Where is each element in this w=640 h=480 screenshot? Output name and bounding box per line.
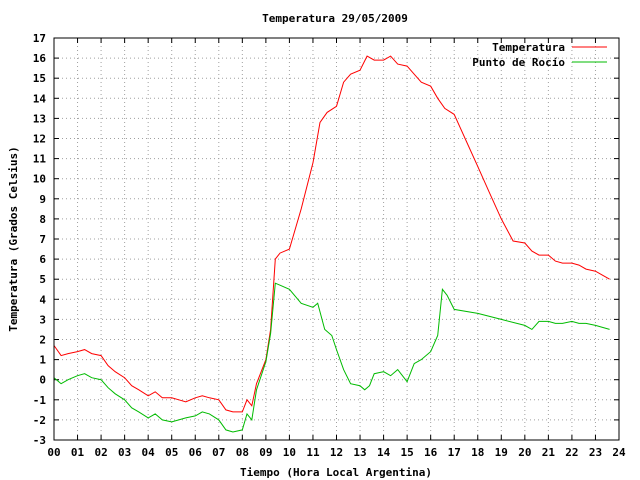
y-tick-label: 13 <box>33 112 46 125</box>
legend-label: Temperatura <box>492 41 565 54</box>
x-tick-label: 00 <box>47 446 60 459</box>
y-tick-label: 10 <box>33 173 46 186</box>
y-tick-label: 9 <box>39 193 46 206</box>
x-tick-label: 09 <box>259 446 272 459</box>
y-tick-label: 16 <box>33 52 47 65</box>
x-tick-label: 02 <box>94 446 107 459</box>
y-tick-label: 5 <box>39 273 46 286</box>
x-tick-label: 06 <box>189 446 203 459</box>
x-tick-label: 22 <box>565 446 578 459</box>
y-tick-label: 12 <box>33 133 46 146</box>
x-tick-label: 12 <box>330 446 343 459</box>
y-tick-label: 1 <box>39 354 46 367</box>
y-tick-label: 17 <box>33 32 46 45</box>
x-tick-label: 15 <box>401 446 414 459</box>
x-axis-label: Tiempo (Hora Local Argentina) <box>240 466 432 479</box>
x-tick-label: 14 <box>377 446 391 459</box>
y-tick-label: 15 <box>33 72 46 85</box>
x-tick-label: 21 <box>542 446 556 459</box>
x-axis-ticks: 00 01 02 03 04 05 06 07 08 09 10 11 12 13 14 15 16 17 18 19… <box>47 38 626 459</box>
grid-lines <box>54 38 619 440</box>
y-tick-label: 6 <box>39 253 46 266</box>
x-tick-label: 08 <box>236 446 249 459</box>
x-tick-label: 10 <box>283 446 296 459</box>
y-tick-label: 3 <box>39 313 46 326</box>
x-tick-label: 24 <box>612 446 626 459</box>
x-tick-label: 17 <box>448 446 461 459</box>
legend-label: Punto de Rocío <box>472 56 565 69</box>
x-tick-label: 16 <box>424 446 438 459</box>
y-tick-label: 4 <box>39 293 46 306</box>
x-tick-label: 23 <box>589 446 602 459</box>
y-tick-label: 8 <box>39 213 46 226</box>
x-tick-label: 01 <box>71 446 85 459</box>
x-tick-label: 19 <box>495 446 508 459</box>
series-line-punto-de-rocio <box>53 282 610 433</box>
x-tick-label: 05 <box>165 446 178 459</box>
legend: Temperatura Punto de Rocío <box>472 41 607 69</box>
y-tick-label: 14 <box>33 92 47 105</box>
y-tick-label: -1 <box>33 394 47 407</box>
series-line-temperatura <box>53 55 610 413</box>
chart-title: Temperatura 29/05/2009 <box>262 12 408 25</box>
y-tick-label: 2 <box>39 334 46 347</box>
x-tick-label: 07 <box>212 446 225 459</box>
y-tick-label: 7 <box>39 233 46 246</box>
y-tick-label: 11 <box>33 153 47 166</box>
x-tick-label: 11 <box>306 446 320 459</box>
y-tick-label: 0 <box>39 374 46 387</box>
y-tick-label: -2 <box>33 414 46 427</box>
x-tick-label: 04 <box>142 446 156 459</box>
x-tick-label: 03 <box>118 446 131 459</box>
y-axis-label: Temperatura (Grados Celsius) <box>7 146 20 331</box>
plot-frame <box>53 37 620 441</box>
series-group <box>53 55 610 433</box>
x-tick-label: 18 <box>471 446 484 459</box>
x-tick-label: 13 <box>353 446 366 459</box>
x-tick-label: 20 <box>518 446 531 459</box>
y-tick-label: -3 <box>33 434 46 447</box>
